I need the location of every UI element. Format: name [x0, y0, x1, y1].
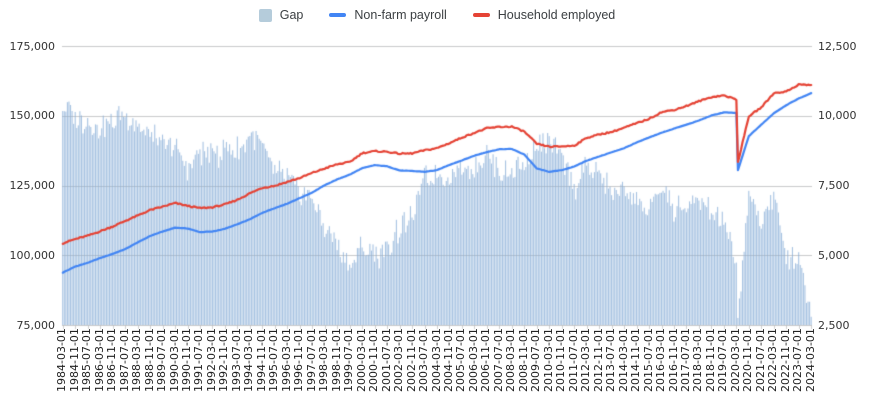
x-axis-label: 2009-07-01 [529, 328, 543, 392]
x-axis-label: 1984-11-01 [67, 328, 81, 392]
x-axis-label: 2018-03-01 [691, 328, 705, 392]
x-axis-label: 2010-03-01 [541, 328, 555, 392]
x-axis-label: 1984-03-01 [55, 328, 69, 392]
x-axis-label: 1985-07-01 [80, 328, 94, 392]
x-axis-label: 2011-07-01 [566, 328, 580, 392]
x-axis-label: 2004-03-01 [429, 328, 443, 392]
nonfarm-payroll-line-swatch-icon [329, 13, 347, 17]
x-axis-label: 2000-11-01 [367, 328, 381, 392]
x-axis-label: 2000-03-01 [354, 328, 368, 392]
x-axis-label: 2002-11-01 [404, 328, 418, 392]
x-axis-label: 2014-03-01 [616, 328, 630, 392]
left-axis-label: 100,000 [9, 248, 56, 262]
legend-item-nonfarm-payroll[interactable]: Non-farm payroll [329, 8, 447, 22]
x-axis-label: 2024-03-01 [803, 328, 817, 392]
right-axis-label: 5,000 [818, 248, 850, 262]
left-axis-label: 175,000 [9, 39, 56, 53]
x-axis-label: 2013-07-01 [604, 328, 618, 392]
x-axis-label: 2022-03-01 [766, 328, 780, 392]
x-axis-label: 1991-07-01 [192, 328, 206, 392]
x-axis-label: 2002-03-01 [392, 328, 406, 392]
x-axis-label: 1996-11-01 [292, 328, 306, 392]
x-axis-label: 2008-03-01 [504, 328, 518, 392]
x-axis-label: 1986-03-01 [92, 328, 106, 392]
x-axis-label: 1992-11-01 [217, 328, 231, 392]
legend-label-gap: Gap [279, 8, 304, 22]
x-axis-label: 2012-03-01 [579, 328, 593, 392]
x-axis-label: 1990-03-01 [167, 328, 181, 392]
x-axis-label: 1999-07-01 [342, 328, 356, 392]
x-axis-label: 2016-03-01 [654, 328, 668, 392]
left-axis-label: 75,000 [16, 318, 56, 332]
x-axis-label: 2014-11-01 [629, 328, 643, 392]
x-axis-label: 2001-07-01 [379, 328, 393, 392]
x-axis-label: 1988-03-01 [130, 328, 144, 392]
x-axis-label: 2020-11-01 [741, 328, 755, 392]
household-employed-line-swatch-icon [472, 13, 490, 17]
legend-item-household-employed[interactable]: Household employed [472, 8, 616, 22]
x-axis-label: 2008-11-01 [516, 328, 530, 392]
right-axis-label: 12,500 [818, 39, 857, 53]
x-axis-label: 2022-11-01 [778, 328, 792, 392]
x-axis-label: 1994-03-01 [242, 328, 256, 392]
x-axis-label: 1995-07-01 [267, 328, 281, 392]
x-axis-label: 2016-11-01 [666, 328, 680, 392]
right-axis-label: 2,500 [818, 318, 850, 332]
x-axis-label: 1989-07-01 [155, 328, 169, 392]
left-axis-label: 125,000 [9, 179, 56, 192]
x-axis-label: 2015-07-01 [641, 328, 655, 392]
x-axis-label: 2012-11-01 [591, 328, 605, 392]
x-axis-label: 1998-11-01 [329, 328, 343, 392]
x-axis-label: 1997-07-01 [304, 328, 318, 392]
x-axis-label: 2019-07-01 [716, 328, 730, 392]
right-axis-label: 7,500 [818, 179, 850, 192]
x-axis-label: 1987-07-01 [117, 328, 131, 392]
x-axis-label: 1986-11-01 [105, 328, 119, 392]
x-axis-label: 2003-07-01 [417, 328, 431, 392]
x-axis-label: 2005-07-01 [454, 328, 468, 392]
x-axis-label: 2021-07-01 [753, 328, 767, 392]
chart-legend: Gap Non-farm payroll Household employed [62, 8, 812, 22]
x-axis-label: 2023-07-01 [791, 328, 805, 392]
legend-label-household-employed: Household employed [497, 8, 616, 22]
x-axis-label: 2006-11-01 [479, 328, 493, 392]
left-axis-label: 150,000 [9, 109, 56, 123]
gap-swatch-icon [258, 8, 272, 22]
right-axis-label: 10,000 [818, 109, 857, 123]
x-axis-label: 1998-03-01 [317, 328, 331, 392]
x-axis-label: 1988-11-01 [142, 328, 156, 392]
x-axis-label: 2010-11-01 [554, 328, 568, 392]
legend-label-nonfarm-payroll: Non-farm payroll [354, 8, 447, 22]
legend-item-gap[interactable]: Gap [258, 8, 304, 22]
x-axis-label: 1996-03-01 [279, 328, 293, 392]
